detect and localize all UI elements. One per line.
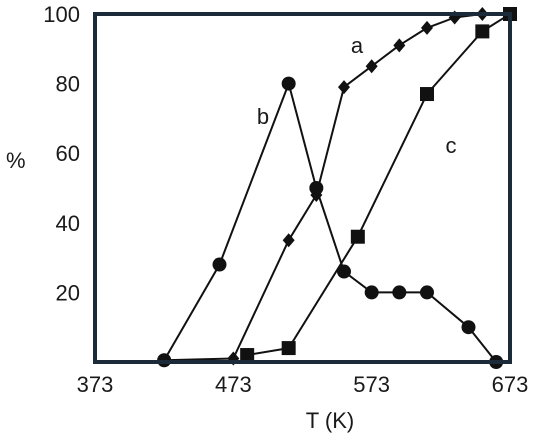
series-line-c bbox=[247, 13, 511, 356]
data-point-b bbox=[337, 264, 351, 279]
data-point-b bbox=[281, 76, 296, 91]
plot-frame bbox=[93, 12, 512, 364]
series-label-b: b bbox=[257, 104, 269, 129]
data-point-c bbox=[281, 341, 296, 356]
series-line-b bbox=[163, 82, 497, 363]
data-point-b bbox=[309, 181, 324, 195]
data-point-a bbox=[338, 80, 350, 95]
series-label-c: c bbox=[446, 133, 457, 158]
y-tick-label: 80 bbox=[56, 72, 80, 97]
tick-labels: 373 473 573 673 20 40 60 80 100 bbox=[43, 2, 528, 397]
data-point-b bbox=[212, 257, 227, 272]
series-line-a bbox=[164, 13, 510, 362]
series-labels: a b c bbox=[257, 33, 457, 158]
data-point-a bbox=[365, 59, 378, 74]
data-point-a bbox=[421, 20, 433, 35]
x-tick-label: 473 bbox=[215, 372, 252, 397]
y-tick-label: 60 bbox=[56, 141, 80, 166]
data-point-a bbox=[282, 233, 295, 248]
y-tick-label: 40 bbox=[56, 211, 80, 236]
data-point-b bbox=[364, 285, 379, 300]
y-axis-label: % bbox=[6, 148, 26, 173]
series-label-a: a bbox=[351, 33, 364, 58]
data-point-a bbox=[393, 38, 406, 53]
x-tick-label: 373 bbox=[77, 372, 114, 397]
data-point-c bbox=[420, 87, 434, 102]
x-tick-label: 673 bbox=[492, 372, 529, 397]
x-axis-label: T (K) bbox=[306, 408, 354, 433]
data-point-c bbox=[240, 348, 255, 363]
data-point-c bbox=[475, 24, 490, 39]
y-tick-label: 100 bbox=[43, 2, 80, 27]
x-tick-label: 573 bbox=[353, 372, 390, 397]
data-point-c bbox=[350, 229, 365, 244]
plot-marks bbox=[157, 7, 517, 369]
data-point-b bbox=[461, 320, 476, 335]
data-point-b bbox=[392, 285, 407, 300]
data-point-b bbox=[420, 285, 434, 300]
y-tick-label: 20 bbox=[56, 280, 80, 305]
